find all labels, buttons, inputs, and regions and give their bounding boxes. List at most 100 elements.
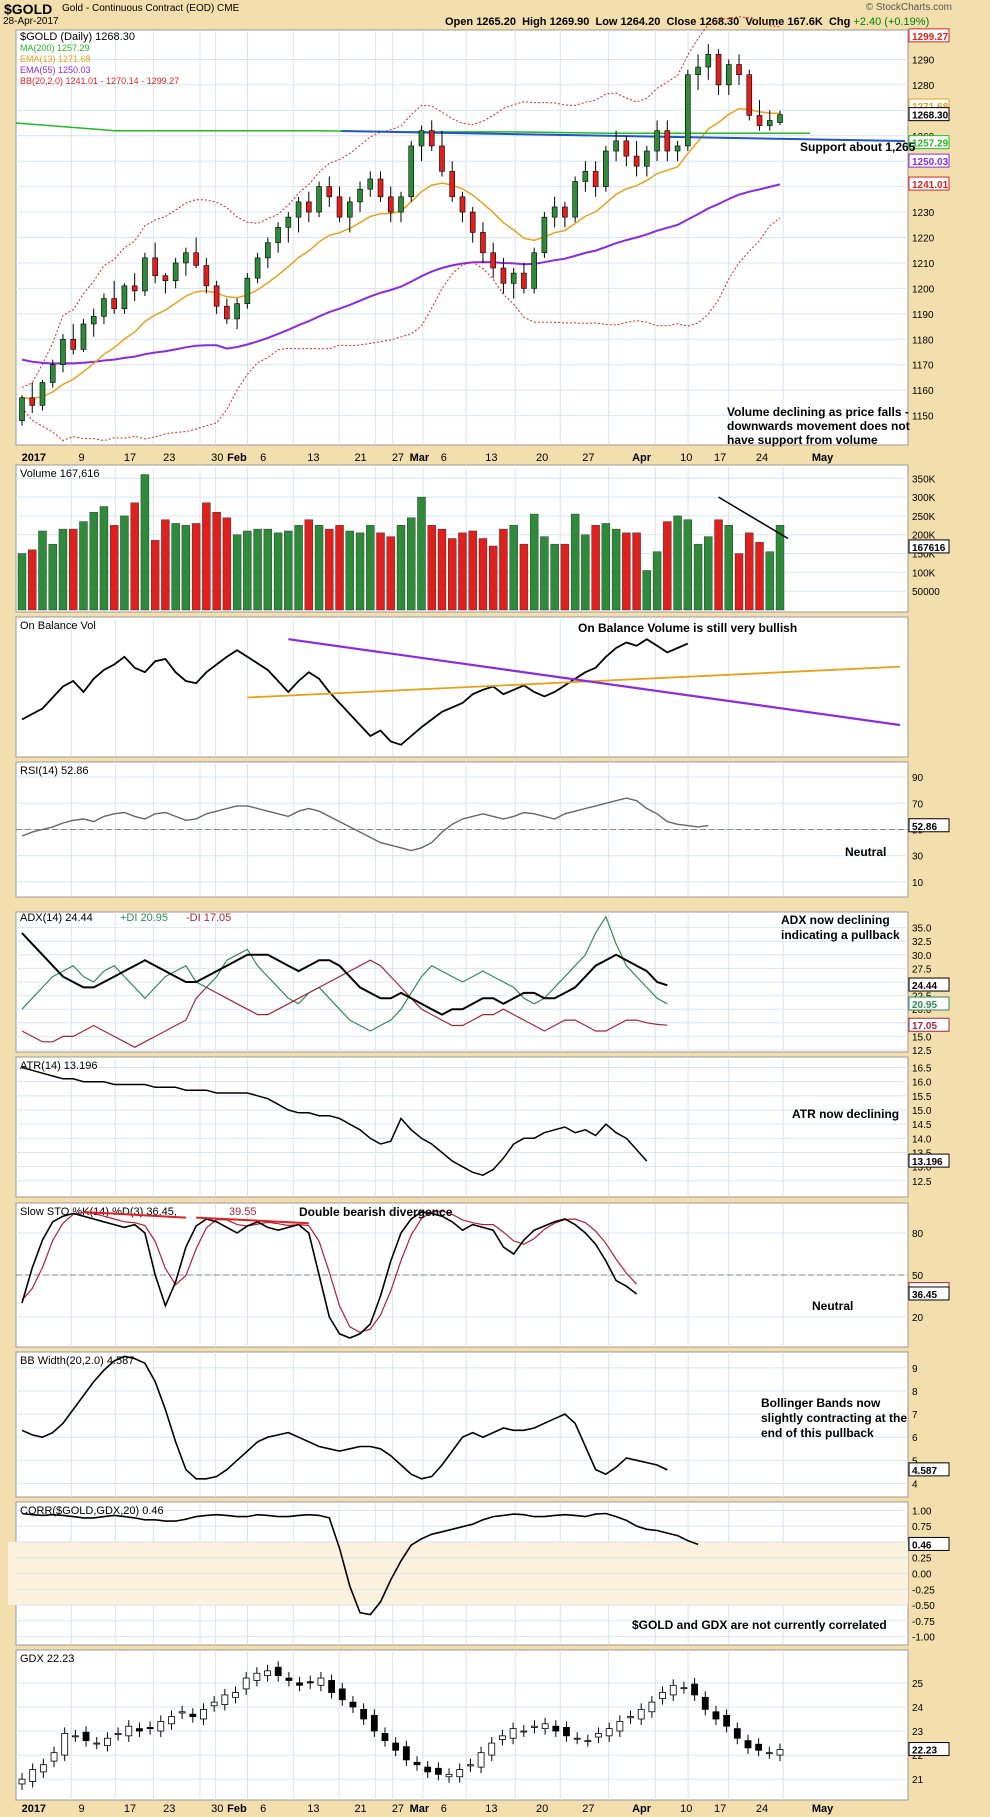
price-panel: 1150116011701180119012001210122012301240… bbox=[15, 16, 950, 447]
corr-y-tick-label: 0.75 bbox=[912, 1522, 932, 1533]
atr-annotation: ATR now declining bbox=[792, 1107, 899, 1121]
gdx-candle bbox=[477, 1752, 485, 1768]
volume-bar bbox=[58, 528, 68, 611]
gdx-candle bbox=[29, 1769, 37, 1782]
gdx-value-box bbox=[908, 1742, 950, 1757]
volume-bar bbox=[529, 513, 539, 611]
price-candle bbox=[387, 196, 394, 213]
sto-d-title: 39.55 bbox=[229, 1206, 257, 1218]
volume-bar bbox=[437, 528, 447, 611]
bbw-y-tick-label: 6 bbox=[912, 1433, 918, 1444]
rsi-y-tick-label: 30 bbox=[912, 852, 924, 863]
bbw-y-tick-label: 9 bbox=[912, 1364, 918, 1375]
price-value-label: 1268.30 bbox=[912, 111, 949, 122]
volume-bar bbox=[376, 532, 385, 611]
price-value-box bbox=[908, 153, 950, 168]
corr-y-tick-label: 1.00 bbox=[912, 1506, 932, 1517]
volume-value-label: 167616 bbox=[912, 543, 946, 554]
volume-bar bbox=[734, 553, 744, 611]
adx-value-box bbox=[908, 1017, 950, 1032]
high-value: 1269.90 bbox=[549, 16, 590, 28]
adx-y-tick-label: 12.5 bbox=[912, 1046, 932, 1057]
price-x-tick-label: 6 bbox=[260, 452, 266, 464]
price-x-axis: 2017 9 17 23 30 Feb 6 13 21 27 Mar 6 13 20 27 Apr 10 17 24… bbox=[22, 452, 835, 464]
volume-bar bbox=[693, 543, 703, 611]
price-candle bbox=[459, 196, 466, 213]
volume-bar bbox=[745, 532, 754, 611]
bbw-y-tick-label: 7 bbox=[912, 1410, 918, 1421]
price-candle bbox=[60, 338, 66, 365]
bbw-y-tick-label: 8 bbox=[912, 1387, 918, 1398]
adx-y-tick-label: 27.5 bbox=[912, 964, 932, 975]
gdx-candle bbox=[595, 1733, 602, 1738]
atr-line bbox=[21, 1066, 648, 1177]
gdx-candle bbox=[509, 1728, 517, 1739]
atr-y-tick-label: 16.0 bbox=[912, 1078, 932, 1089]
price-x-tick-label: Apr bbox=[632, 452, 652, 464]
gdx-candle bbox=[71, 1735, 79, 1738]
symbol-description: Gold - Continuous Contract (EOD) CME bbox=[62, 3, 240, 14]
price-candle bbox=[234, 303, 240, 320]
volume-y-tick-label: 150K bbox=[912, 550, 936, 561]
price-legend-entry: EMA(13) 1271.68 bbox=[20, 54, 91, 64]
price-candle bbox=[664, 130, 671, 152]
gdx-candle bbox=[125, 1725, 133, 1737]
corr-y-tick-label: 0.00 bbox=[912, 1570, 932, 1581]
price-y-tick-label: 1170 bbox=[912, 361, 934, 372]
price-legend-entry: BB(20,2.0) 1241.01 - 1270.14 - 1299.27 bbox=[20, 76, 179, 86]
price-candle bbox=[654, 130, 660, 152]
price-candle bbox=[316, 186, 322, 213]
price-candle bbox=[70, 338, 77, 350]
price-legend-entry: $GOLD (Daily) 1268.30 bbox=[20, 31, 135, 43]
corr-title: CORR($GOLD,GDX,20) 0.46 bbox=[20, 1505, 164, 1517]
price-candle bbox=[736, 64, 742, 76]
atr-y-tick-label: 12.5 bbox=[912, 1177, 932, 1188]
volume-bar bbox=[161, 519, 170, 611]
price-candle bbox=[439, 145, 445, 172]
obv-line bbox=[21, 638, 689, 746]
sto-k-line bbox=[21, 1211, 638, 1339]
price-value-label: 1299.27 bbox=[912, 32, 949, 43]
price-x-tick-label: 20 bbox=[536, 452, 548, 464]
price-x-tick-label: Feb bbox=[227, 452, 247, 464]
gdx-candle bbox=[669, 1684, 677, 1696]
price-candle bbox=[357, 188, 363, 203]
price-candle bbox=[449, 171, 456, 198]
gdx-x-tick-label: 13 bbox=[307, 1803, 319, 1815]
gdx-candle bbox=[104, 1737, 111, 1746]
volume-bar bbox=[642, 570, 652, 611]
gdx-panel: 21 22 23 24 25 GDX 22.23 22.23 bbox=[15, 1649, 950, 1801]
price-x-tick-label: 13 bbox=[307, 452, 319, 464]
gdx-candle bbox=[584, 1740, 592, 1743]
gdx-candle bbox=[18, 1778, 26, 1785]
gdx-candle bbox=[573, 1737, 581, 1740]
volume-bar bbox=[79, 521, 88, 611]
gdx-candle bbox=[659, 1692, 666, 1699]
gdx-candle bbox=[61, 1733, 69, 1756]
price-candle bbox=[705, 54, 712, 68]
volume-bar bbox=[458, 532, 467, 611]
price-annotation: downwards movement does not bbox=[727, 419, 910, 433]
gdx-candle bbox=[210, 1701, 218, 1707]
price-candle bbox=[644, 150, 650, 167]
gdx-candle bbox=[136, 1728, 143, 1732]
volume-bar bbox=[591, 525, 600, 611]
volume-bar bbox=[560, 543, 570, 611]
gdx-x-tick-label: 17 bbox=[124, 1803, 136, 1815]
price-x-tick-label: 10 bbox=[680, 452, 692, 464]
volume-bar bbox=[325, 528, 334, 611]
rsi-title: RSI(14) 52.86 bbox=[20, 765, 88, 777]
chart-header: $GOLD Gold - Continuous Contract (EOD) C… bbox=[0, 0, 990, 28]
volume-bar bbox=[222, 517, 232, 611]
price-annotation: Support about 1,265 bbox=[800, 140, 916, 154]
gdx-candle bbox=[360, 1708, 368, 1720]
gdx-candle bbox=[563, 1727, 570, 1737]
volume-bar bbox=[212, 511, 221, 611]
volume-bar bbox=[38, 530, 47, 611]
low-label: Low bbox=[595, 16, 618, 28]
sto-divergence-line bbox=[83, 1211, 186, 1219]
corr-value-label: 0.46 bbox=[912, 1540, 932, 1551]
volume-bar bbox=[611, 528, 621, 611]
gdx-candle bbox=[744, 1740, 752, 1749]
price-candle bbox=[408, 145, 415, 198]
